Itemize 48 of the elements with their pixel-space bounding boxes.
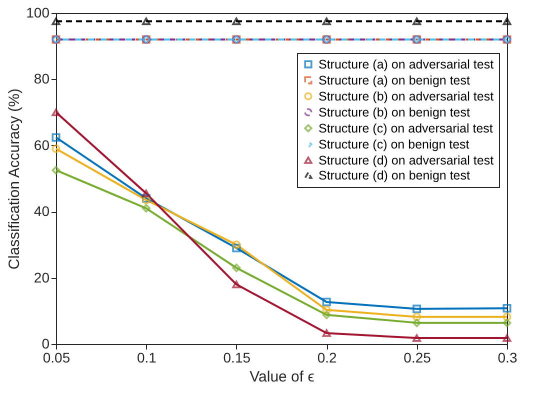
point [232,240,241,249]
point [52,17,60,26]
point [52,166,60,174]
point [502,304,512,313]
point [142,190,150,198]
point [52,133,60,142]
legend-label: Structure (d) on benign test [318,168,470,182]
point [412,318,422,328]
point [322,306,331,314]
x-axis-title: Value of ϵ [250,368,315,386]
point [322,298,331,306]
point [322,17,331,26]
legend-label: Structure (a) on benign test [318,73,470,88]
point [232,264,241,272]
y-tick-label: 0 [42,336,50,352]
point [232,244,241,252]
point [502,334,512,342]
point [412,17,422,26]
x-tick-label: 0.15 [223,350,251,366]
y-tick-label: 60 [34,136,50,153]
y-axis-title: Classification Accuracy (%) [6,88,24,270]
x-tick-label: 0.1 [136,350,157,366]
y-tick-label: 80 [34,70,50,87]
legend-label: Structure (d) on adversarial test [318,153,494,168]
point [502,17,512,26]
x-tick-label: 0.25 [404,350,432,366]
legend-label: Structure (b) on benign test [318,105,470,120]
legend-label: Structure (a) on adversarial test [318,57,494,72]
y-tick-label: 20 [34,269,50,286]
x-tick-label: 0.05 [42,350,70,366]
point [232,280,241,288]
y-tick-label: 40 [34,203,50,220]
point [412,312,422,322]
point [142,204,150,213]
legend-label: Structure (c) on benign test [318,137,470,152]
point [232,17,241,26]
point [322,329,331,337]
x-tick-label: 0.2 [317,350,338,366]
point [502,318,512,328]
point [412,334,422,342]
x-tick-label: 0.3 [498,350,518,366]
point [142,17,150,26]
point [322,310,331,320]
legend-label: Structure (c) on adversarial test [318,121,494,136]
y-tick-label: 100 [26,4,50,20]
point [52,108,60,116]
legend-label: Structure (b) on adversarial test [318,89,494,104]
point [412,304,422,314]
